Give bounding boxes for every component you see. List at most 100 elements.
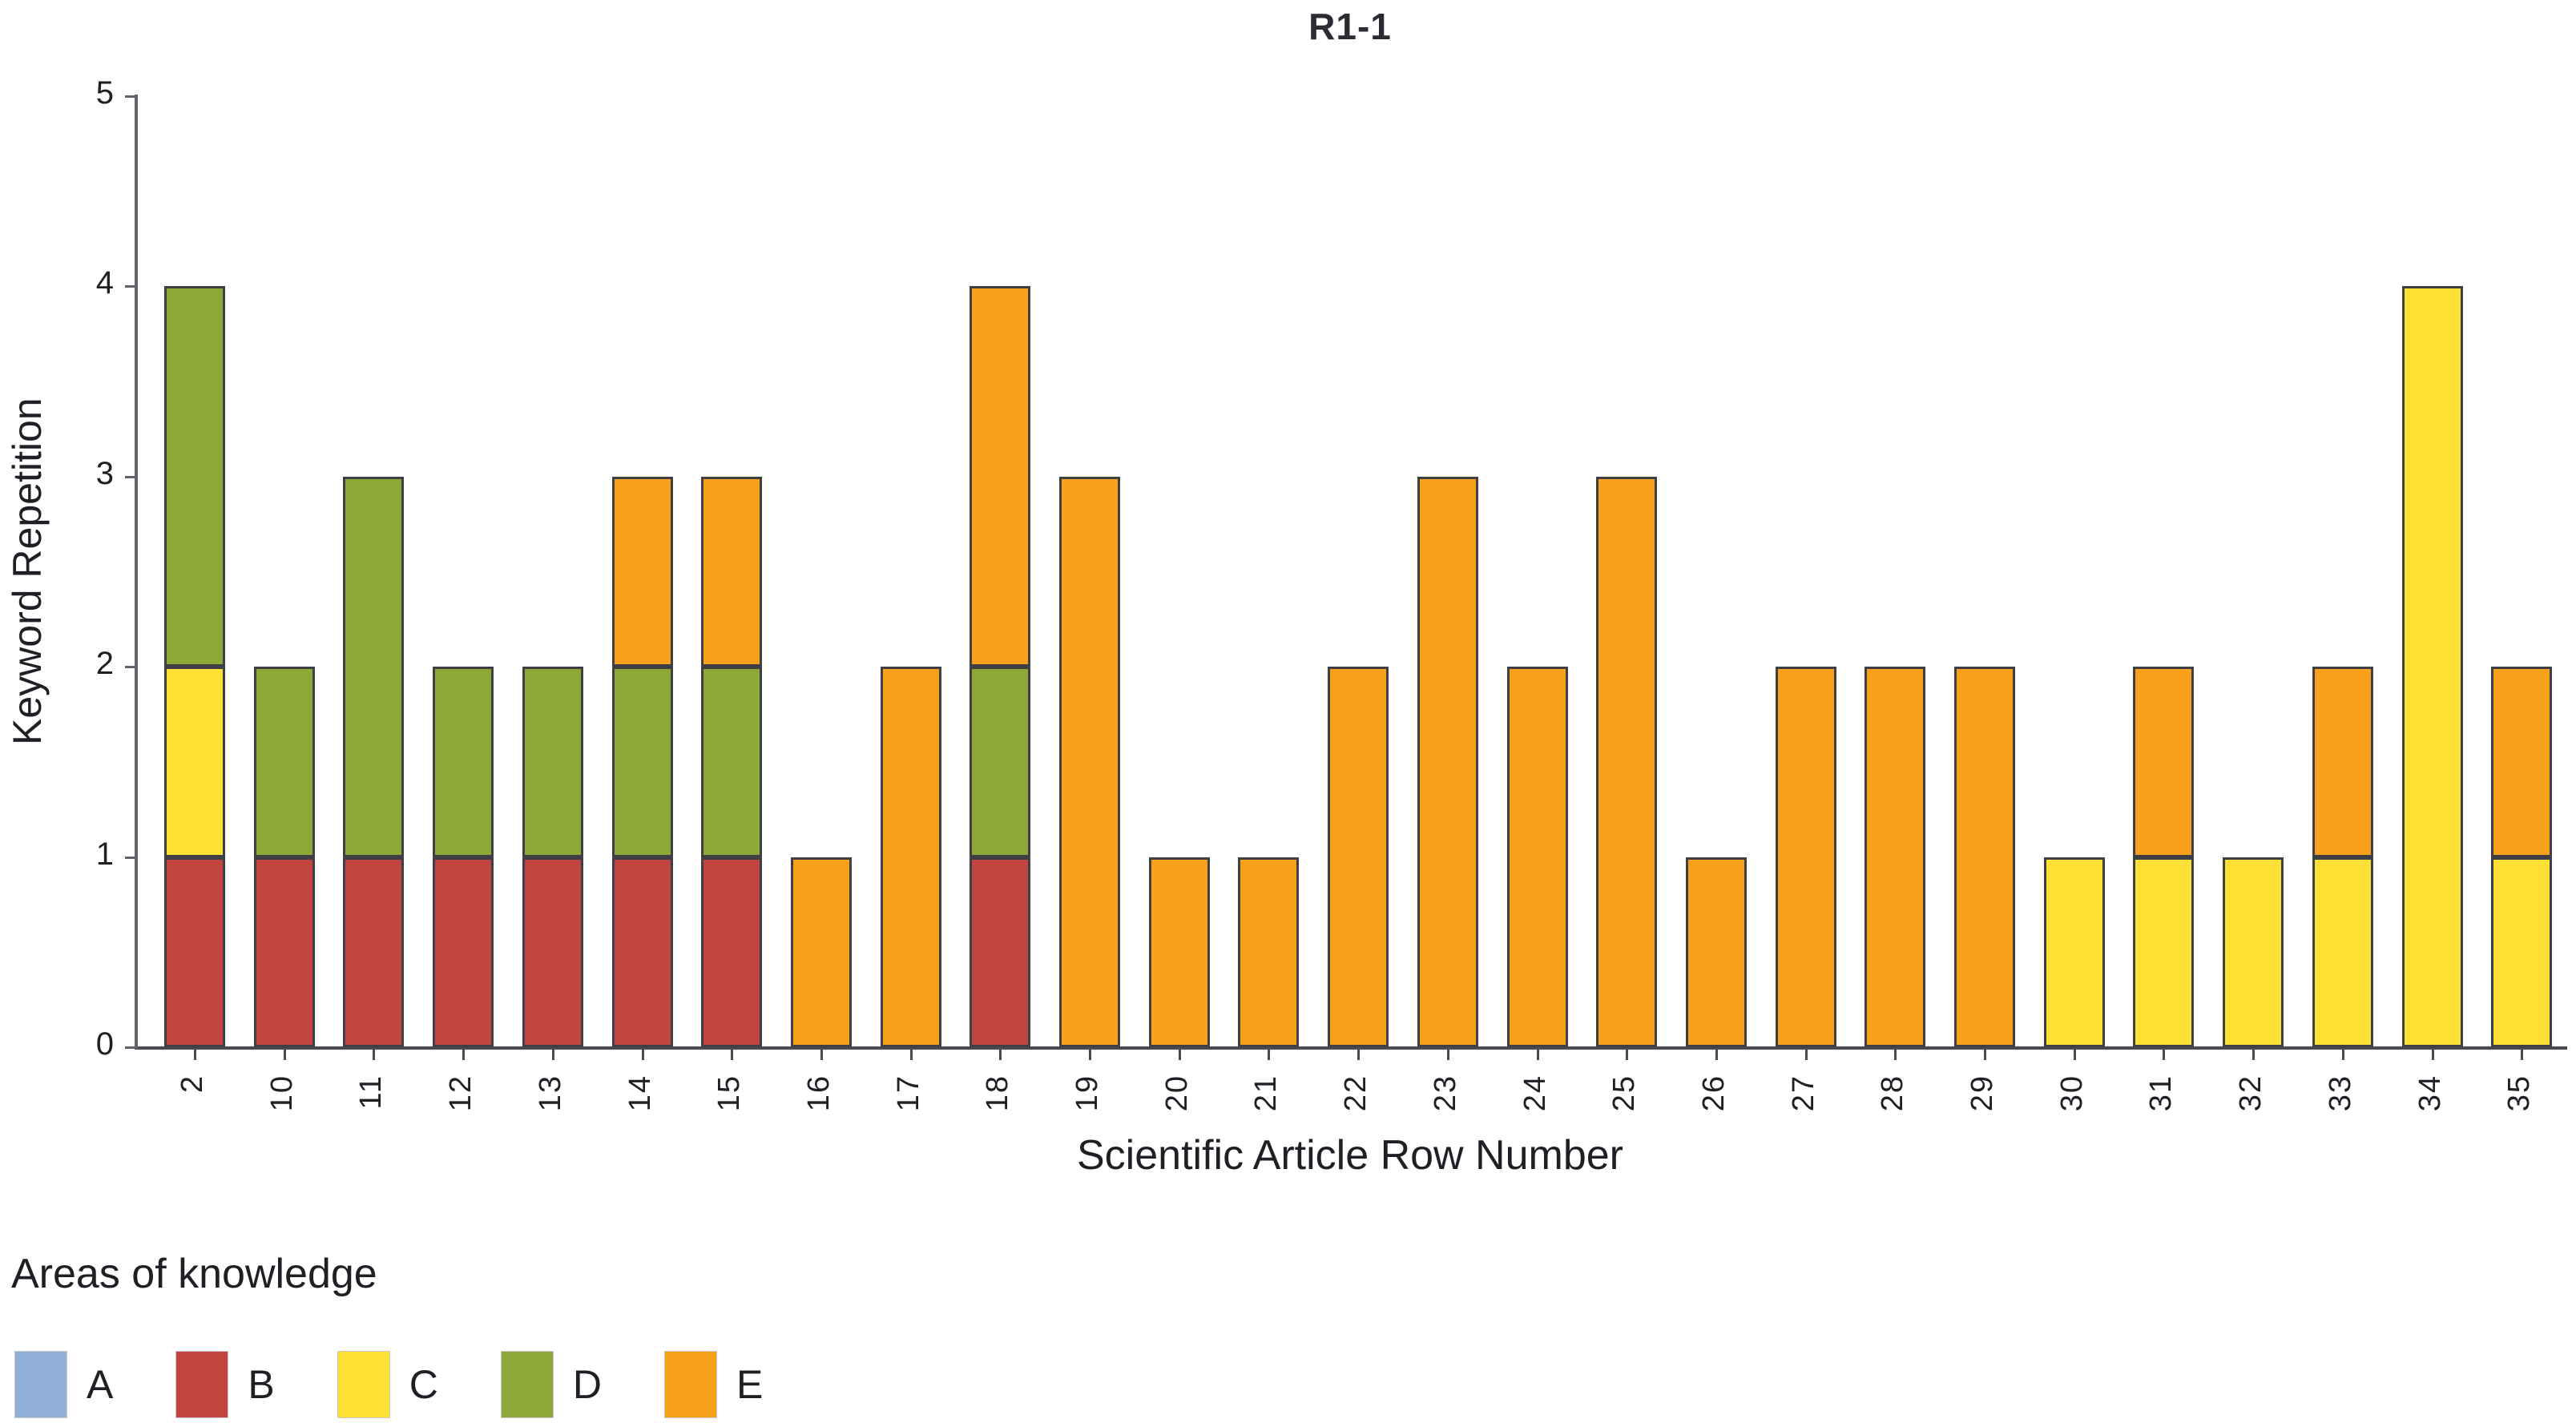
bar-segment-e-x25	[1596, 476, 1658, 1047]
bar-segment-e-x18	[970, 286, 1031, 667]
y-tick	[125, 475, 138, 478]
x-tick	[1268, 1047, 1271, 1060]
x-tick	[283, 1047, 286, 1060]
bar-segment-e-x23	[1417, 476, 1478, 1047]
y-tick	[125, 95, 138, 98]
x-axis-title: Scientific Article Row Number	[1077, 1132, 1623, 1179]
x-tick	[909, 1047, 913, 1060]
bar-segment-e-x35	[2491, 667, 2553, 857]
bar-segment-c-x35	[2491, 857, 2553, 1047]
x-tick-label: 20	[1159, 1074, 1194, 1112]
x-tick-label: 14	[623, 1074, 657, 1112]
x-tick	[373, 1047, 376, 1060]
y-axis-title: Keyword Repetition	[5, 397, 50, 746]
x-tick	[820, 1047, 823, 1060]
bar-segment-b-x15	[701, 857, 763, 1047]
x-tick-label: 13	[533, 1074, 567, 1112]
x-tick-label: 17	[891, 1074, 925, 1112]
bar-segment-e-x15	[701, 476, 763, 667]
x-tick-label: 25	[1607, 1074, 1642, 1112]
bar-segment-c-x33	[2312, 857, 2373, 1047]
legend-swatch-a	[14, 1351, 67, 1418]
y-tick	[125, 666, 138, 669]
bar-segment-e-x31	[2133, 667, 2195, 857]
legend-item-a: A	[14, 1351, 113, 1418]
bar-segment-e-x24	[1506, 667, 1568, 1047]
legend-item-c: C	[337, 1351, 438, 1418]
x-tick	[999, 1047, 1002, 1060]
bar-segment-b-x14	[611, 857, 673, 1047]
x-tick-label: 23	[1428, 1074, 1462, 1112]
x-tick-label: 28	[1876, 1074, 1910, 1112]
x-tick-label: 11	[354, 1074, 389, 1110]
bar-segment-e-x27	[1775, 667, 1836, 1047]
bar-segment-d-x11	[343, 476, 405, 857]
y-tick	[125, 856, 138, 859]
bar-segment-e-x21	[1238, 857, 1300, 1047]
x-tick	[551, 1047, 554, 1060]
y-tick	[125, 1046, 138, 1049]
bar-segment-b-x18	[970, 857, 1031, 1047]
bar-segment-c-x34	[2401, 286, 2463, 1047]
x-tick-label: 15	[712, 1074, 747, 1112]
x-tick	[2341, 1047, 2344, 1060]
bar-segment-c-x30	[2043, 857, 2105, 1047]
legend-swatch-b	[175, 1351, 229, 1418]
bar-segment-e-x28	[1864, 667, 1926, 1047]
bar-segment-d-x14	[611, 667, 673, 857]
legend-label-a: A	[87, 1362, 114, 1407]
bar-segment-d-x10	[253, 667, 315, 857]
x-tick	[1894, 1047, 1897, 1060]
legend-item-d: D	[500, 1351, 602, 1418]
legend-swatch-d	[500, 1351, 554, 1418]
x-tick-label: 19	[1070, 1074, 1104, 1112]
bar-segment-b-x2	[164, 857, 225, 1047]
legend-title: Areas of knowledge	[11, 1251, 377, 1297]
bar-segment-d-x15	[701, 667, 763, 857]
x-tick	[462, 1047, 466, 1060]
bar-segment-e-x16	[790, 857, 852, 1047]
x-tick-label: 10	[264, 1074, 299, 1112]
y-tick-label: 4	[95, 265, 114, 301]
legend-label-c: C	[409, 1362, 438, 1407]
y-tick-label: 0	[95, 1026, 114, 1062]
legend: A B C D E	[14, 1351, 763, 1418]
x-tick	[1357, 1047, 1361, 1060]
legend-label-d: D	[572, 1362, 602, 1407]
bar-segment-b-x12	[433, 857, 494, 1047]
chart-title: R1-1	[1308, 6, 1392, 47]
x-tick	[2431, 1047, 2434, 1060]
y-tick	[125, 285, 138, 288]
bar-segment-e-x33	[2312, 667, 2373, 857]
bar-segment-e-x29	[1954, 667, 2015, 1047]
bar-segment-d-x13	[522, 667, 583, 857]
bar-segment-c-x2	[164, 667, 225, 857]
y-tick-label: 2	[95, 646, 114, 682]
x-tick-label: 31	[2144, 1074, 2179, 1112]
x-tick-label: 24	[1518, 1074, 1552, 1112]
y-tick-label: 5	[95, 75, 114, 111]
bar-segment-c-x31	[2133, 857, 2195, 1047]
legend-label-b: B	[248, 1362, 275, 1407]
bar-segment-e-x19	[1059, 476, 1120, 1047]
bar-segment-c-x32	[2223, 857, 2284, 1047]
x-tick	[731, 1047, 734, 1060]
x-axis-line	[135, 1046, 2567, 1050]
bar-segment-b-x11	[343, 857, 405, 1047]
x-tick	[1626, 1047, 1629, 1060]
bar-segment-e-x17	[880, 667, 941, 1047]
y-tick-label: 3	[95, 455, 114, 491]
bar-segment-e-x14	[611, 476, 673, 667]
bar-segment-d-x2	[164, 286, 225, 667]
x-tick	[1446, 1047, 1449, 1060]
bar-segment-b-x13	[522, 857, 583, 1047]
x-tick-label: 34	[2413, 1074, 2447, 1112]
bar-segment-e-x20	[1148, 857, 1210, 1047]
x-tick-label: 29	[1965, 1074, 1999, 1112]
x-tick	[2252, 1047, 2256, 1060]
x-tick	[194, 1047, 196, 1060]
bar-segment-b-x10	[253, 857, 315, 1047]
x-tick	[1804, 1047, 1808, 1060]
x-tick	[1178, 1047, 1181, 1060]
